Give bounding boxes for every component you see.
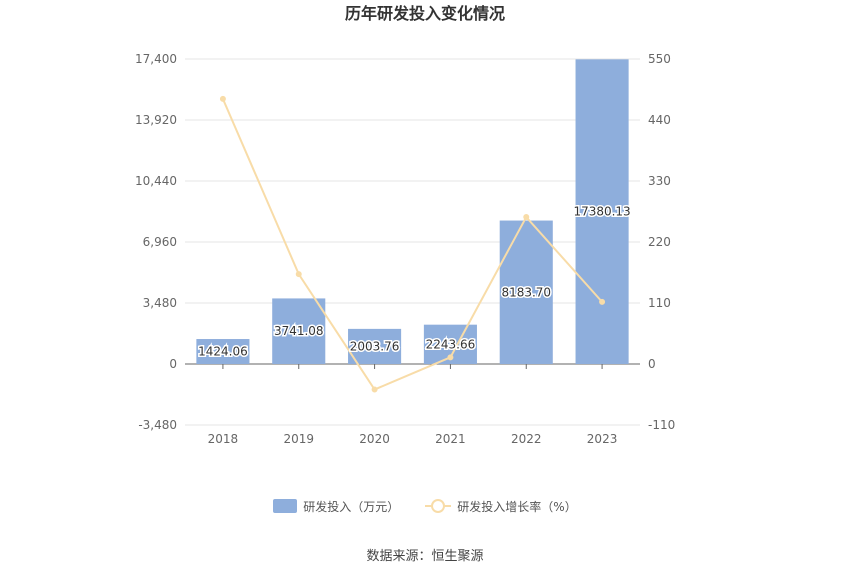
bar [272,298,326,364]
y-left-tick-label: 6,960 [143,235,177,249]
legend-item-line[interactable]: 研发投入增长率（%） [425,498,577,515]
y-left-tick-label: -3,480 [138,418,177,432]
y-left-tick-label: 0 [169,357,177,371]
x-tick-label: 2022 [511,432,542,446]
y-right-tick-label: 440 [648,113,671,127]
legend-line-swatch [425,499,452,513]
y-left-tick-label: 3,480 [143,296,177,310]
x-tick-label: 2023 [587,432,618,446]
x-tick-label: 2018 [208,432,239,446]
bar [499,220,553,364]
x-tick-label: 2021 [435,432,466,446]
line-point [523,214,530,221]
line-point [447,354,454,361]
bar-data-label: 1424.06 [198,345,248,359]
y-right-tick-label: 330 [648,174,671,188]
x-tick-label: 2019 [283,432,314,446]
line-point [219,95,226,102]
bar [196,339,250,364]
bar-data-label: 8183.70 [501,285,551,299]
line-point [295,271,302,278]
bar [348,328,402,364]
bar-data-label: 3741.08 [274,324,324,338]
legend-bar-swatch [273,499,298,513]
bar [575,59,629,364]
y-left-tick-label: 17,400 [135,52,177,66]
growth-rate-line [221,98,603,391]
y-right-tick-label: 0 [648,357,656,371]
bar-data-label: 2243.66 [426,337,476,351]
legend-bar-label: 研发投入（万元） [303,499,400,514]
chart-title: 历年研发投入变化情况 [344,4,505,23]
line-point [599,298,606,305]
data-source-note: 数据来源：恒生聚源 [366,549,484,564]
y-left-tick-label: 13,920 [135,113,177,127]
y-right-tick-label: 550 [648,52,671,66]
bar-data-label: 17380.13 [573,205,630,219]
legend-line-label: 研发投入增长率（%） [457,499,577,514]
y-right-tick-label: -110 [648,418,675,432]
y-right-tick-label: 220 [648,235,671,249]
bar-data-label: 2003.76 [350,339,400,353]
line-point [371,386,378,393]
y-right-tick-label: 110 [648,296,671,310]
chart-legend: 研发投入（万元） 研发投入增长率（%） [0,496,850,516]
x-tick-label: 2020 [359,432,390,446]
legend-item-bar[interactable]: 研发投入（万元） [273,498,399,515]
y-left-tick-label: 10,440 [135,174,177,188]
